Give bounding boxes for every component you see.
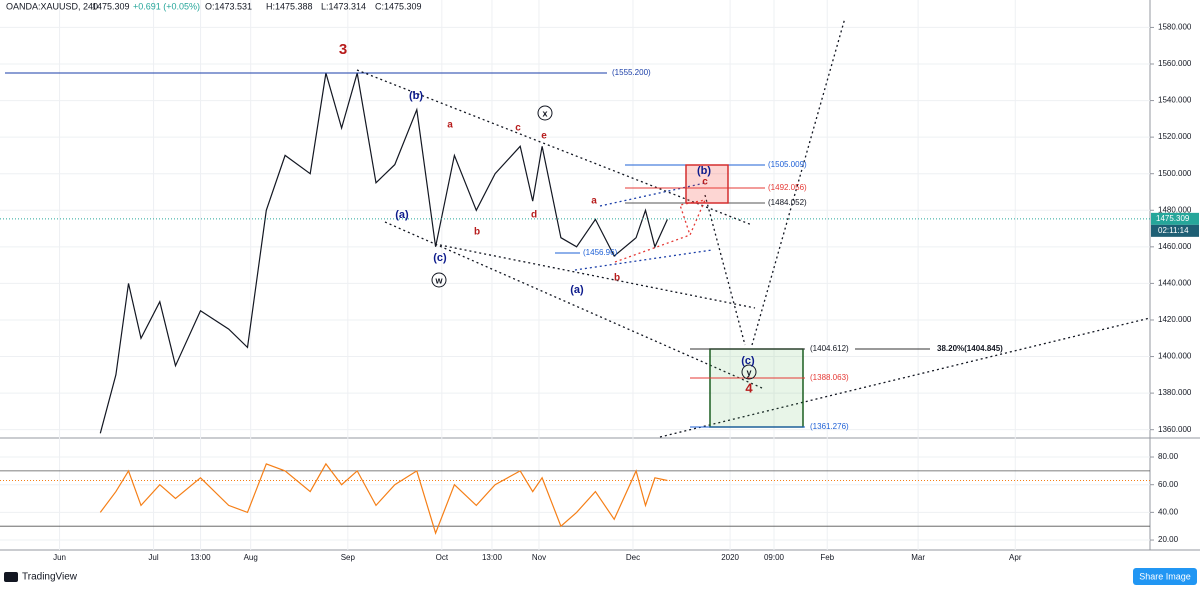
- header-value: +0.691 (+0.05%): [133, 1, 200, 11]
- level-label: 38.20%(1404.845): [937, 344, 1003, 353]
- share-button[interactable]: [1133, 568, 1197, 585]
- y-tick-label: 1420.000: [1158, 315, 1192, 324]
- target-box: [685, 164, 729, 204]
- wave-label: d: [531, 210, 537, 221]
- x-tick-label: 13:00: [191, 553, 212, 562]
- trendline: [704, 194, 746, 346]
- wave-label: 3: [339, 41, 347, 58]
- wave-label: 4: [745, 380, 753, 395]
- x-tick-label: Dec: [626, 553, 640, 562]
- trendline: [659, 317, 1151, 438]
- wave-label: (b): [409, 90, 423, 102]
- y-tick-label: 1480.000: [1158, 205, 1192, 214]
- y-tick-label: 1500.000: [1158, 169, 1192, 178]
- level-label: (1492.056): [768, 183, 807, 192]
- wave-circle: [537, 105, 553, 121]
- y-tick-label: 40.00: [1158, 507, 1179, 516]
- y-tick-label: 80.00: [1158, 452, 1179, 461]
- level-label: (1361.276): [810, 422, 849, 431]
- y-tick-label: 1360.000: [1158, 425, 1192, 434]
- price-line: [99, 72, 668, 434]
- level-label: (1404.612): [810, 344, 849, 353]
- y-tick-label: 1440.000: [1158, 279, 1192, 288]
- level-label: (1505.009): [768, 160, 807, 169]
- y-tick-label: 20.00: [1158, 535, 1179, 544]
- plot: 1360.000 1380.000 1400.000 1420.000 1440.000…: [0, 0, 1199, 562]
- brand-logo: [4, 572, 18, 582]
- wave-circle: [741, 364, 757, 380]
- wave-label: c: [702, 177, 708, 188]
- last-price-box: [1151, 212, 1199, 225]
- y-tick-label: 1520.000: [1158, 132, 1192, 141]
- wave-label: (b): [697, 165, 711, 177]
- header-value: H:1475.388: [266, 1, 313, 11]
- countdown-box: [1151, 224, 1199, 237]
- y-tick-label: 1560.000: [1158, 59, 1192, 68]
- y-tick-label: 1460.000: [1158, 242, 1192, 251]
- x-tick-label: 13:00: [482, 553, 503, 562]
- share-button-label[interactable]: Share Image: [1139, 571, 1191, 581]
- trendline: [356, 69, 753, 226]
- x-tick-label: Jun: [53, 553, 66, 562]
- y-tick-label: 1540.000: [1158, 96, 1192, 105]
- wave-label: a: [447, 120, 453, 131]
- wave-label: x: [542, 108, 547, 118]
- x-tick-label: Sep: [341, 553, 356, 562]
- wave-label: (c): [741, 355, 755, 367]
- x-tick-label: Mar: [911, 553, 925, 562]
- wave-label: b: [614, 273, 620, 284]
- y-tick-label: 60.00: [1158, 480, 1179, 489]
- x-tick-label: 09:00: [764, 553, 785, 562]
- header-value: L:1473.314: [321, 1, 366, 11]
- trendline: [574, 249, 713, 271]
- countdown-label: 02:11:14: [1158, 226, 1189, 235]
- wave-label: w: [434, 275, 443, 285]
- trendline: [751, 17, 846, 346]
- wave-label: (a): [395, 209, 409, 221]
- target-box: [709, 348, 804, 428]
- header-value: C:1475.309: [375, 1, 422, 11]
- x-tick-label: Oct: [436, 553, 449, 562]
- wave-label: (c): [433, 252, 447, 264]
- x-tick-label: Feb: [820, 553, 834, 562]
- x-tick-label: Nov: [532, 553, 546, 562]
- wave-label: (a): [570, 284, 584, 296]
- y-tick-label: 1400.000: [1158, 352, 1192, 361]
- symbol-title: OANDA:XAUUSD, 240: [6, 1, 98, 11]
- wave-circle: [431, 272, 447, 288]
- x-tick-label: 2020: [721, 553, 739, 562]
- header-value: 1475.309: [92, 1, 130, 11]
- wave-label: e: [541, 131, 547, 142]
- level-label: (1456.96): [583, 248, 618, 257]
- wave-label: a: [591, 196, 597, 207]
- level-label: (1484.052): [768, 198, 807, 207]
- rsi-line: [99, 462, 668, 535]
- y-tick-label: 1380.000: [1158, 388, 1192, 397]
- header-values: 1475.309 +0.691 (+0.05%) O:1473.531 H:1475.…: [92, 1, 422, 11]
- x-tick-label: Jul: [148, 553, 158, 562]
- wave-label: y: [746, 367, 751, 377]
- trendline: [439, 244, 756, 309]
- level-label: (1388.063): [810, 373, 849, 382]
- wave-label: c: [515, 123, 521, 134]
- wave-label: b: [474, 227, 480, 238]
- y-tick-label: 1580.000: [1158, 23, 1192, 32]
- x-tick-label: Apr: [1009, 553, 1022, 562]
- x-tick-label: Aug: [244, 553, 258, 562]
- level-label: (1555.200): [612, 68, 651, 77]
- last-price-label: 1475.309: [1156, 214, 1190, 223]
- trendline: [384, 221, 763, 389]
- brand: TradingView: [22, 572, 78, 583]
- header-value: O:1473.531: [205, 1, 252, 11]
